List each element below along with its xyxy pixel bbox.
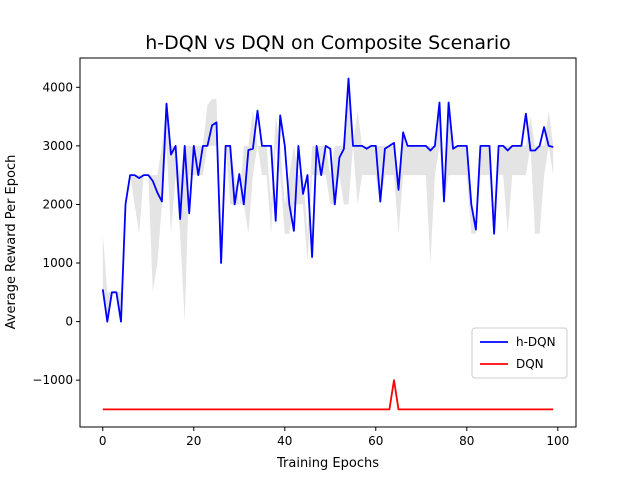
series-line-h-dqn (101, 77, 554, 323)
y-tick-label: 4000 (42, 80, 73, 94)
y-axis: −1000 0 1000 2000 3000 4000 (32, 80, 80, 387)
variance-band (102, 75, 554, 322)
x-axis: 0 20 40 60 80 100 (99, 427, 569, 448)
x-tick-label: 60 (368, 434, 383, 448)
x-tick-label: 40 (277, 434, 292, 448)
plot-area (101, 75, 554, 411)
x-tick-label: 0 (99, 434, 107, 448)
x-axis-label: Training Epochs (276, 456, 379, 471)
y-axis-label: Average Reward Per Epoch (4, 155, 19, 330)
chart-title: h-DQN vs DQN on Composite Scenario (145, 32, 511, 54)
y-tick-label: 0 (65, 315, 73, 329)
series-line-dqn (102, 379, 554, 411)
x-tick-label: 100 (546, 434, 569, 448)
legend: h-DQN DQN (471, 327, 568, 379)
y-tick-label: 2000 (42, 197, 73, 211)
y-tick-label: −1000 (32, 373, 73, 387)
legend-label-dqn: DQN (516, 357, 544, 371)
x-tick-label: 80 (459, 434, 474, 448)
legend-box (471, 327, 568, 379)
y-tick-label: 3000 (42, 139, 73, 153)
legend-label-h-dqn: h-DQN (516, 335, 556, 349)
plot-frame (79, 57, 577, 428)
x-tick-label: 20 (186, 434, 201, 448)
y-tick-label: 1000 (42, 256, 73, 270)
